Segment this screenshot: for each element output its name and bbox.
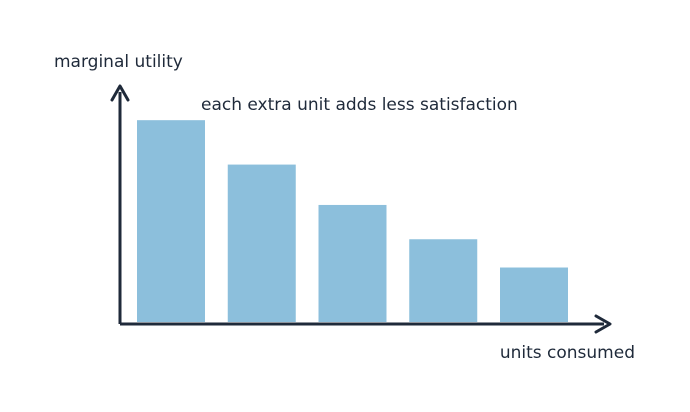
chart-annotation: each extra unit adds less satisfaction [201,95,518,115]
x-axis-label: units consumed [500,343,635,363]
bar-unit-3 [318,204,387,322]
bar-unit-4 [409,239,478,322]
y-axis-arrowhead [110,84,130,102]
bar-unit-5 [500,267,568,322]
bar-unit-2 [227,164,296,322]
bars-group [137,120,568,323]
x-axis-arrowhead [594,314,612,334]
y-axis-label: marginal utility [54,52,183,72]
bar-unit-1 [137,120,205,323]
